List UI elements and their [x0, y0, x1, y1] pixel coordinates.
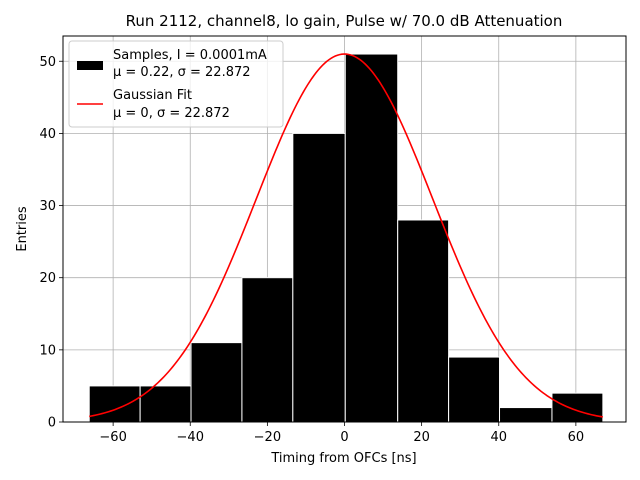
y-tick-label: 50 — [39, 55, 56, 70]
legend-fit-label: Gaussian Fit — [113, 88, 192, 103]
y-axis-label: Entries — [15, 206, 30, 252]
histogram-bar — [448, 356, 501, 423]
legend-box — [68, 40, 284, 128]
y-tick-label: 30 — [39, 199, 56, 214]
histogram-bar — [344, 53, 399, 423]
x-axis-ticks: −60 −40 −20 0 20 40 60 — [99, 422, 584, 445]
histogram-bars — [88, 53, 604, 423]
legend-samples-label: Samples, I = 0.0001mA — [113, 48, 267, 63]
histogram-bar — [241, 277, 294, 423]
histogram-bar — [88, 385, 141, 423]
histogram-bar — [499, 407, 553, 423]
x-tick-label: 40 — [490, 430, 507, 445]
y-tick-label: 40 — [39, 127, 56, 142]
y-axis-ticks: 0 10 20 30 40 50 — [39, 55, 63, 431]
chart-title: Run 2112, channel8, lo gain, Pulse w/ 70… — [126, 12, 563, 30]
gaussian-fit-layer — [89, 53, 603, 418]
y-tick-label: 10 — [39, 343, 56, 358]
x-axis-label: Timing from OFCs [ns] — [270, 451, 416, 466]
x-tick-label: −60 — [99, 430, 126, 445]
legend-fit-stats: μ = 0, σ = 22.872 — [113, 106, 230, 121]
x-tick-label: 20 — [413, 430, 430, 445]
histogram-bar — [292, 132, 346, 423]
x-tick-label: −40 — [177, 430, 204, 445]
y-tick-label: 0 — [48, 416, 56, 431]
y-tick-label: 20 — [39, 271, 56, 286]
x-tick-label: 60 — [568, 430, 585, 445]
histogram-bar — [551, 392, 604, 423]
histogram-bar — [397, 219, 450, 423]
legend-samples-stats: μ = 0.22, σ = 22.872 — [113, 65, 251, 80]
x-tick-label: −20 — [254, 430, 281, 445]
legend-samples-swatch — [77, 61, 103, 70]
histogram-bar — [190, 342, 243, 423]
gaussian-fit-curve — [89, 53, 603, 418]
legend: Samples, I = 0.0001mA μ = 0.22, σ = 22.8… — [68, 40, 284, 128]
x-tick-label: 0 — [340, 430, 348, 445]
